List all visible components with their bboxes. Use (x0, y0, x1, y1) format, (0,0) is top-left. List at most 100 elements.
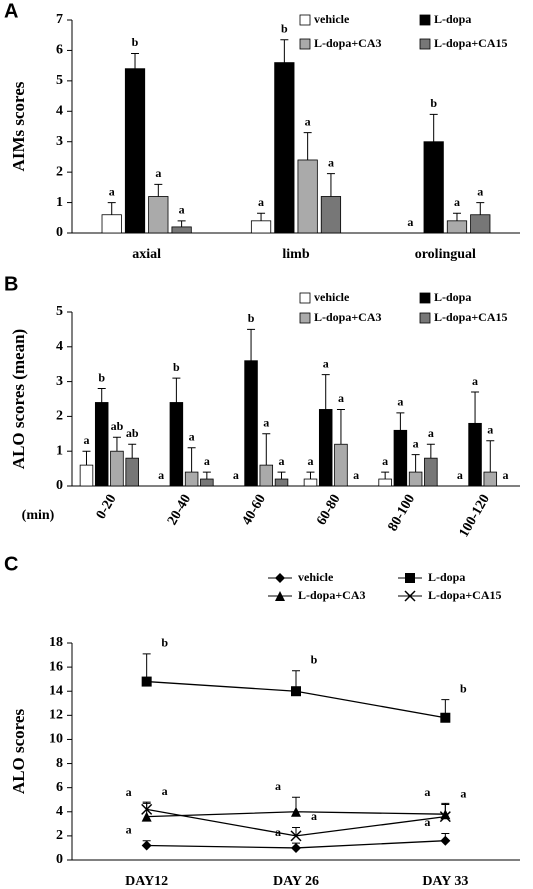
x-tick-label: orolingual (415, 247, 476, 262)
significance-letter: a (275, 779, 281, 793)
y-tick-label: 2 (56, 828, 63, 843)
legend-label: L-dopa+CA3 (314, 310, 382, 324)
significance-letter: a (279, 454, 285, 468)
legend-marker (275, 573, 285, 583)
bar (318, 409, 333, 487)
error-bar (172, 377, 181, 403)
error-bar (112, 436, 121, 452)
bar (200, 478, 214, 487)
bar (101, 214, 122, 234)
x-tick-label: limb (282, 247, 309, 262)
point (291, 842, 301, 853)
error-bar (280, 39, 289, 63)
significance-letter: a (275, 825, 281, 839)
point (141, 676, 152, 687)
legend-swatch (419, 38, 431, 50)
significance-letter: a (472, 374, 478, 388)
significance-letter: a (328, 155, 334, 169)
legend-label: vehicle (314, 290, 350, 304)
y-axis-title: ALO scores (9, 709, 28, 795)
bar (244, 360, 258, 487)
y-tick-label: 6 (56, 43, 63, 58)
point (440, 712, 451, 723)
legend-marker (405, 573, 415, 583)
legend-label: vehicle (314, 12, 350, 26)
legend-label: L-dopa+CA15 (434, 310, 508, 324)
significance-letter: a (155, 166, 161, 180)
y-tick-label: 16 (49, 659, 63, 674)
significance-letter: a (338, 391, 344, 405)
significance-letter: ab (111, 419, 124, 433)
significance-letter: a (126, 822, 132, 836)
legend-label: vehicle (298, 570, 334, 584)
significance-letter: b (281, 22, 288, 36)
significance-letter: b (460, 681, 467, 695)
x-tick-label: 40-60 (240, 492, 269, 528)
point (291, 806, 301, 817)
legend-swatch (299, 312, 311, 324)
y-tick-label: 12 (49, 708, 63, 723)
bar (148, 196, 169, 234)
point (439, 811, 451, 823)
legend-swatch (299, 38, 311, 50)
error-bar (486, 440, 495, 473)
error-bar (306, 471, 315, 480)
bar (468, 422, 482, 487)
y-tick-label: 0 (56, 478, 63, 493)
error-bar (177, 220, 186, 227)
significance-letter: a (477, 184, 483, 198)
significance-letter: a (397, 395, 403, 409)
legend-label: L-dopa (434, 12, 471, 26)
y-tick-label: 14 (49, 683, 63, 698)
y-tick-label: 4 (56, 339, 63, 354)
x-tick-label: 20-40 (165, 492, 194, 528)
error-bar (426, 443, 435, 459)
error-bar (396, 412, 405, 431)
bar (334, 443, 348, 487)
bar (470, 214, 491, 234)
x-tick-label: 0-20 (94, 492, 120, 522)
significance-letter: a (126, 785, 132, 799)
x-tick-label: axial (132, 247, 161, 262)
y-tick-label: 7 (56, 12, 63, 27)
significance-letter: a (305, 114, 311, 128)
error-bar (441, 804, 450, 817)
x-tick-label: 100-120 (457, 492, 493, 540)
bar (110, 450, 124, 487)
significance-letter: a (428, 426, 434, 440)
x-tick-label: DAY 26 (273, 874, 319, 889)
y-tick-label: 5 (56, 304, 63, 319)
legend-label: L-dopa (434, 290, 471, 304)
significance-letter: a (424, 815, 430, 829)
error-bar (107, 202, 116, 215)
point (291, 686, 301, 697)
significance-letter: a (457, 468, 463, 482)
error-bar (202, 471, 211, 480)
significance-letter: a (258, 195, 264, 209)
x-tick-label: DAY12 (125, 874, 168, 889)
legend-label: L-dopa (428, 570, 465, 584)
bar (250, 220, 272, 234)
point (141, 811, 152, 822)
bar (169, 402, 184, 487)
legend-marker (275, 591, 285, 601)
y-tick-label: 0 (56, 852, 63, 867)
legend-swatch (299, 14, 311, 26)
significance-letter: b (430, 96, 437, 110)
significance-letter: a (233, 468, 239, 482)
bar (79, 464, 94, 487)
significance-letter: a (487, 423, 493, 437)
significance-letter: a (413, 436, 419, 450)
error-bar (476, 202, 485, 215)
significance-letter: a (307, 454, 313, 468)
error-bar (128, 443, 137, 459)
bar (171, 226, 192, 234)
significance-letter: b (248, 311, 255, 325)
significance-letter: ab (126, 426, 139, 440)
panel-label: B (4, 273, 18, 295)
y-tick-label: 4 (56, 104, 63, 119)
error-bar (142, 801, 151, 810)
bar (94, 402, 109, 487)
significance-letter: a (189, 429, 195, 443)
